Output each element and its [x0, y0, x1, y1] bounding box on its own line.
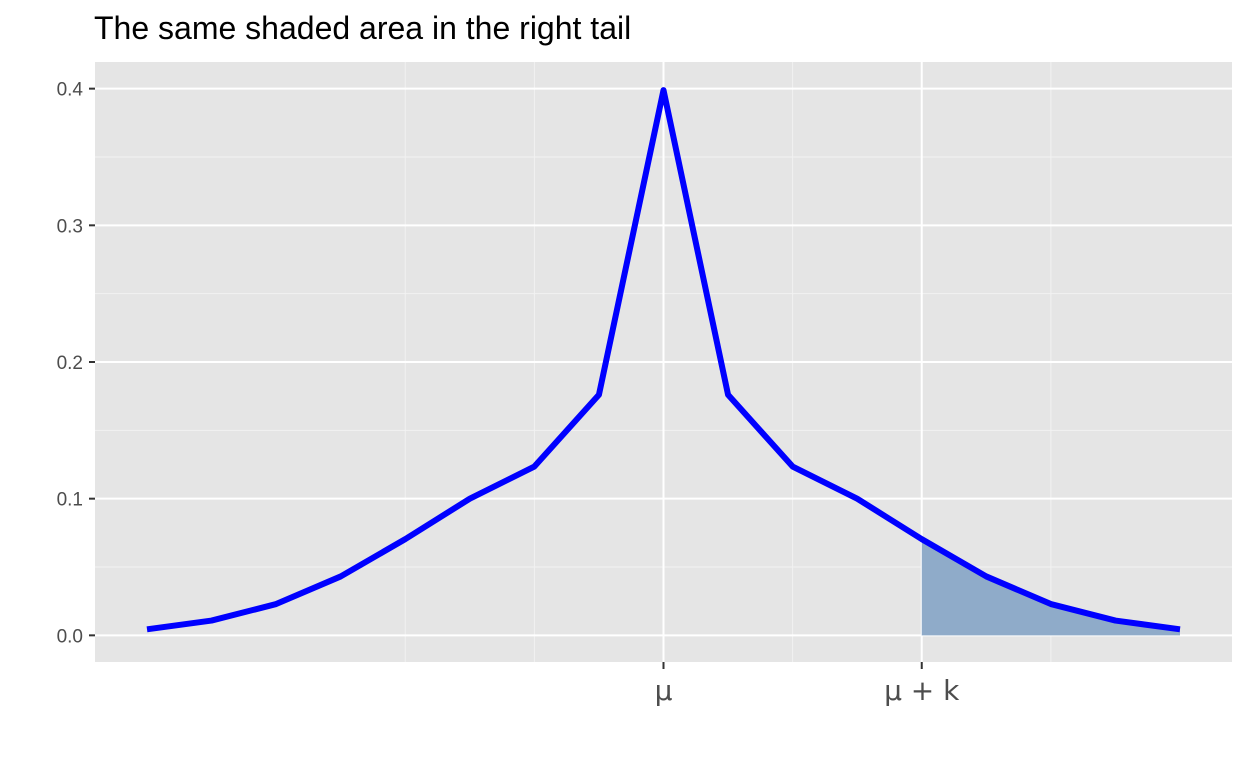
y-tick-label-2: 0.2	[57, 353, 83, 374]
y-tick-label-0: 0.0	[57, 626, 83, 647]
y-tick-label-4: 0.4	[57, 80, 84, 101]
y-tick-label-1: 0.1	[57, 490, 83, 511]
x-tick-label-1: μ + k	[884, 674, 960, 707]
x-tick-label-0: μ	[655, 674, 673, 707]
shaded-area-1	[921, 539, 1180, 636]
density-curve-0	[146, 87, 1181, 633]
chart-title: The same shaded area in the right tail	[94, 10, 631, 46]
y-tick-label-3: 0.3	[57, 216, 83, 237]
plot-layer: 0.0 0.1 0.2 0.3 0.4 μ μ + k	[57, 62, 1232, 707]
